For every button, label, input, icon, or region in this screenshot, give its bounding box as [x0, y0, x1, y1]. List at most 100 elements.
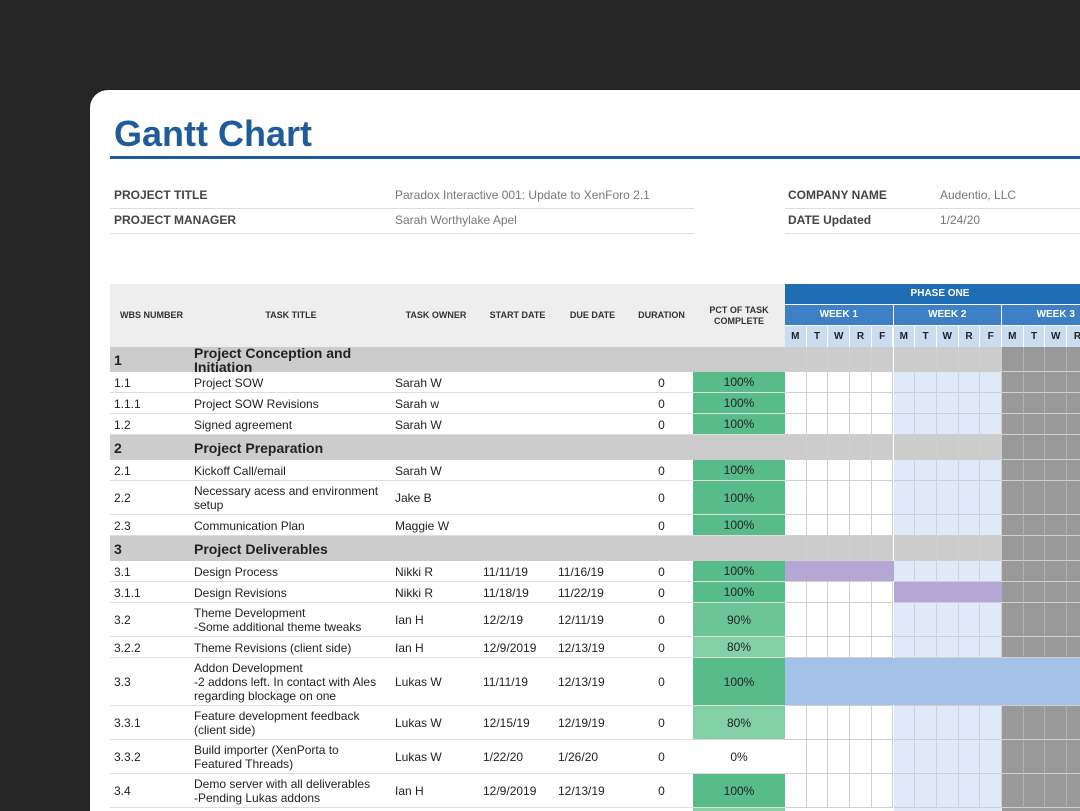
cell-title: Addon Development -2 addons left. In con… — [194, 661, 377, 703]
gantt-cell — [850, 435, 872, 460]
cell-wbs: 2 — [114, 439, 122, 456]
gantt-cell — [915, 372, 937, 393]
gantt-cell — [915, 435, 937, 460]
week-header: WEEK 3 — [1002, 305, 1080, 325]
cell-wbs: 3.3.2 — [114, 750, 141, 764]
gantt-cell — [915, 414, 937, 435]
gantt-cell — [806, 603, 829, 637]
cell-wbs: 3.3 — [114, 675, 131, 689]
gantt-cell — [1002, 347, 1024, 372]
cell-title: Project Deliverables — [194, 540, 328, 557]
gantt-cell — [1002, 561, 1024, 582]
gantt-cell — [828, 603, 851, 637]
row-rule — [110, 480, 785, 481]
gantt-cell — [871, 706, 894, 740]
day-header: M — [785, 326, 806, 347]
cell-title: Build importer (XenPorta to Featured Thr… — [194, 743, 339, 771]
gantt-cell — [980, 414, 1002, 435]
gantt-cell — [850, 460, 872, 481]
gantt-cell — [871, 414, 894, 435]
gantt-cell — [850, 481, 872, 515]
gantt-cell — [1045, 481, 1068, 515]
gantt-cell — [806, 637, 829, 658]
gantt-cell — [893, 393, 916, 414]
gantt-cell — [893, 561, 916, 582]
gantt-cell — [915, 637, 937, 658]
gantt-cell — [915, 481, 937, 515]
gantt-cell — [936, 561, 959, 582]
gantt-cell — [828, 515, 851, 536]
gantt-cell — [915, 740, 937, 774]
cell-due: 12/11/19 — [558, 613, 604, 627]
cell-duration: 0 — [658, 585, 665, 600]
cell-owner: Sarah W — [395, 417, 442, 432]
gantt-cell — [893, 460, 916, 481]
cell-owner: Nikki R — [395, 585, 433, 600]
gantt-cell — [1067, 561, 1080, 582]
gantt-cell — [893, 603, 916, 637]
column-header: DUE DATE — [569, 310, 616, 320]
cell-start: 11/11/19 — [483, 564, 528, 579]
cell-wbs: 2.2 — [114, 491, 131, 505]
gantt-cell — [958, 740, 981, 774]
field-rule — [110, 208, 694, 209]
gantt-cell — [958, 347, 981, 372]
gantt-cell — [1067, 372, 1080, 393]
day-header: T — [915, 326, 936, 347]
gantt-cell — [871, 603, 894, 637]
gantt-cell — [1067, 536, 1080, 561]
gantt-cell — [1002, 481, 1024, 515]
gantt-cell — [1045, 603, 1068, 637]
cell-start: 12/2/19 — [483, 613, 524, 627]
gantt-cell — [958, 561, 981, 582]
gantt-cell — [958, 460, 981, 481]
gantt-cell — [828, 536, 851, 561]
gantt-cell — [1002, 435, 1024, 460]
cell-title: Kickoff Call/email — [194, 463, 286, 478]
day-header: F — [871, 326, 893, 347]
gantt-cell — [785, 582, 807, 603]
cell-duration: 0 — [658, 417, 665, 432]
cell-title: Necessary acess and environment setup — [194, 484, 379, 512]
gantt-cell — [785, 435, 807, 460]
gantt-cell — [958, 481, 981, 515]
gantt-cell — [1067, 603, 1080, 637]
row-rule — [110, 514, 785, 515]
gantt-cell — [936, 637, 959, 658]
cell-owner: Sarah w — [395, 396, 440, 411]
gantt-cell — [893, 706, 916, 740]
column-header: START DATE — [489, 310, 546, 320]
cell-due: 12/13/19 — [558, 640, 605, 655]
gantt-cell — [893, 740, 916, 774]
gantt-cell — [806, 582, 829, 603]
sheet-card: Gantt Chart PROJECT TITLE Paradox Interact… — [90, 90, 1080, 811]
gantt-cell — [980, 774, 1002, 808]
gantt-cell — [1002, 582, 1024, 603]
cell-title: Signed agreement — [194, 417, 293, 432]
gantt-cell — [958, 435, 981, 460]
gantt-cell — [936, 706, 959, 740]
cell-owner: Nikki R — [395, 564, 433, 579]
cell-duration: 0 — [658, 564, 665, 579]
gantt-cell — [1002, 637, 1024, 658]
gantt-cell — [936, 740, 959, 774]
gantt-cell — [1067, 774, 1080, 808]
gantt-cell — [1002, 515, 1024, 536]
cell-due: 11/22/19 — [558, 585, 604, 600]
cell-pct: 100% — [693, 372, 785, 392]
gantt-cell — [980, 435, 1002, 460]
cell-owner: Ian H — [395, 640, 424, 655]
gantt-cell — [1045, 637, 1068, 658]
cell-owner: Sarah W — [395, 463, 442, 478]
field-label: PROJECT MANAGER — [114, 213, 237, 227]
cell-duration: 0 — [658, 463, 665, 478]
gantt-cell — [1023, 774, 1046, 808]
gantt-cell — [1002, 393, 1024, 414]
cell-title: Communication Plan — [194, 518, 305, 533]
gantt-cell — [871, 372, 894, 393]
gantt-cell — [850, 372, 872, 393]
gantt-cell — [806, 435, 829, 460]
cell-owner: Lukas W — [395, 716, 442, 730]
cell-wbs: 3.4 — [114, 784, 131, 798]
gantt-cell — [980, 393, 1002, 414]
